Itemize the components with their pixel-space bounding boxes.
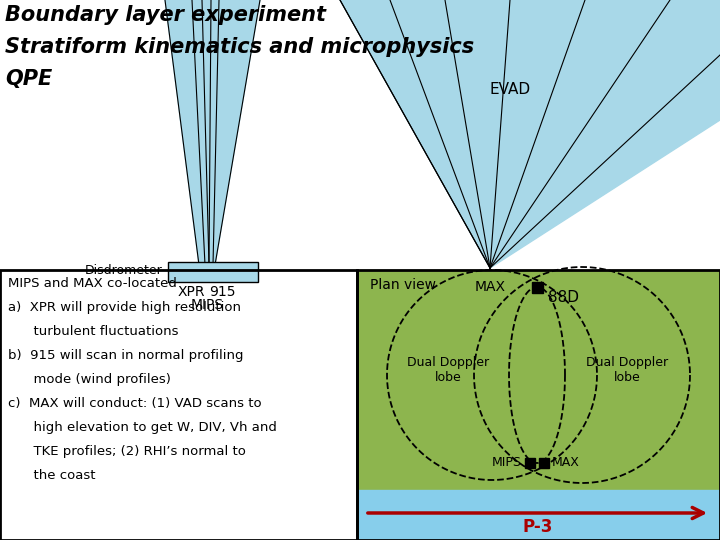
- Text: 915: 915: [209, 285, 235, 299]
- Bar: [0, 270, 357, 540]
- Bar: [357, 270, 720, 490]
- Text: MAX: MAX: [552, 456, 580, 469]
- Bar: [539, 458, 549, 468]
- Bar: [0, 490, 357, 540]
- Bar: [357, 270, 720, 540]
- Text: MIPS: MIPS: [492, 456, 522, 469]
- Polygon shape: [209, 0, 219, 265]
- Bar: [525, 458, 535, 468]
- Text: P-3: P-3: [523, 518, 553, 536]
- Text: the coast: the coast: [8, 469, 96, 482]
- Text: MIPS: MIPS: [190, 298, 224, 312]
- Bar: [532, 282, 543, 293]
- Text: a)  XPR will provide high resolution: a) XPR will provide high resolution: [8, 301, 241, 314]
- Text: 88D: 88D: [548, 290, 579, 305]
- Text: Boundary layer experiment: Boundary layer experiment: [5, 5, 326, 25]
- Polygon shape: [165, 0, 260, 265]
- Text: turbulent fluctuations: turbulent fluctuations: [8, 325, 179, 338]
- Text: MIPS and MAX co-located: MIPS and MAX co-located: [8, 277, 177, 290]
- Polygon shape: [340, 0, 720, 268]
- Text: Stratiform kinematics and microphysics: Stratiform kinematics and microphysics: [5, 37, 474, 57]
- Text: XPR: XPR: [177, 285, 204, 299]
- Text: QPE: QPE: [5, 69, 53, 89]
- Bar: [0, 270, 357, 540]
- Bar: [168, 262, 258, 282]
- Bar: [357, 490, 720, 540]
- Text: EVAD: EVAD: [490, 83, 531, 98]
- Polygon shape: [192, 0, 209, 265]
- Text: c)  MAX will conduct: (1) VAD scans to: c) MAX will conduct: (1) VAD scans to: [8, 397, 261, 410]
- Text: Plan view: Plan view: [370, 278, 436, 292]
- Text: Dual Doppler
lobe: Dual Doppler lobe: [586, 356, 668, 384]
- Text: mode (wind profiles): mode (wind profiles): [8, 373, 171, 386]
- Text: TKE profiles; (2) RHI’s normal to: TKE profiles; (2) RHI’s normal to: [8, 445, 246, 458]
- Text: b)  915 will scan in normal profiling: b) 915 will scan in normal profiling: [8, 349, 243, 362]
- Text: Dual Doppler
lobe: Dual Doppler lobe: [407, 356, 489, 384]
- Text: MAX: MAX: [474, 280, 505, 294]
- Bar: [0, 0, 720, 270]
- Text: high elevation to get W, DIV, Vh and: high elevation to get W, DIV, Vh and: [8, 421, 277, 434]
- Text: Disdrometer: Disdrometer: [84, 264, 162, 276]
